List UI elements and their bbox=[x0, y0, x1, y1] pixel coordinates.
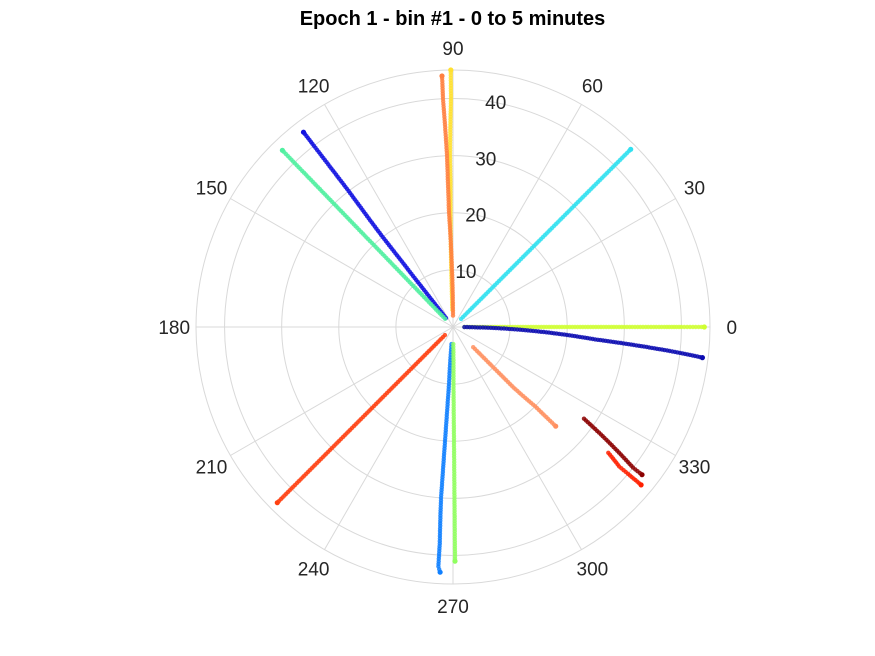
tick-labels: 0 30 60 90 120 150 180 210 240 270 300 330 10 20 30 40 bbox=[158, 39, 737, 618]
data-points bbox=[274, 67, 707, 575]
data-point bbox=[437, 569, 443, 575]
chart-title: Epoch 1 - bin #1 - 0 to 5 minutes bbox=[299, 8, 606, 30]
data-point bbox=[452, 558, 458, 564]
data-point bbox=[628, 146, 634, 152]
angle-tick-label-90: 90 bbox=[442, 39, 463, 60]
grid-spoke-300 bbox=[452, 326, 582, 550]
data-point bbox=[553, 423, 559, 429]
angle-tick-label-270: 270 bbox=[437, 597, 469, 618]
radial-tick-label-30: 30 bbox=[475, 149, 496, 170]
data-point bbox=[274, 500, 280, 506]
data-point bbox=[639, 472, 645, 478]
data-point bbox=[439, 73, 445, 79]
angle-tick-label-210: 210 bbox=[196, 457, 228, 478]
radial-tick-label-20: 20 bbox=[465, 206, 486, 227]
data-point bbox=[701, 324, 707, 330]
grid-spoke-240 bbox=[324, 326, 454, 550]
angle-tick-label-300: 300 bbox=[577, 560, 609, 581]
angle-tick-label-120: 120 bbox=[298, 77, 330, 98]
angle-tick-label-0: 0 bbox=[727, 318, 738, 339]
radial-tick-label-10: 10 bbox=[455, 262, 476, 283]
grid-spoke-150 bbox=[230, 198, 454, 328]
grid-spoke-120 bbox=[324, 104, 454, 328]
data-point bbox=[279, 147, 285, 153]
angle-tick-label-60: 60 bbox=[582, 77, 603, 98]
data-point bbox=[699, 355, 706, 361]
angle-tick-label-240: 240 bbox=[298, 560, 330, 581]
angle-tick-label-180: 180 bbox=[158, 318, 190, 339]
angle-tick-label-30: 30 bbox=[684, 179, 705, 200]
angle-tick-label-330: 330 bbox=[679, 457, 711, 478]
radial-tick-label-40: 40 bbox=[485, 93, 506, 114]
grid-spoke-60 bbox=[452, 104, 582, 328]
grid-spoke-210 bbox=[230, 326, 454, 456]
grid-spoke-330 bbox=[452, 326, 676, 456]
angle-tick-label-150: 150 bbox=[196, 179, 228, 200]
data-point bbox=[448, 67, 454, 73]
data-point bbox=[300, 129, 307, 135]
grid-spoke-30 bbox=[452, 198, 676, 328]
data-point bbox=[638, 482, 644, 488]
